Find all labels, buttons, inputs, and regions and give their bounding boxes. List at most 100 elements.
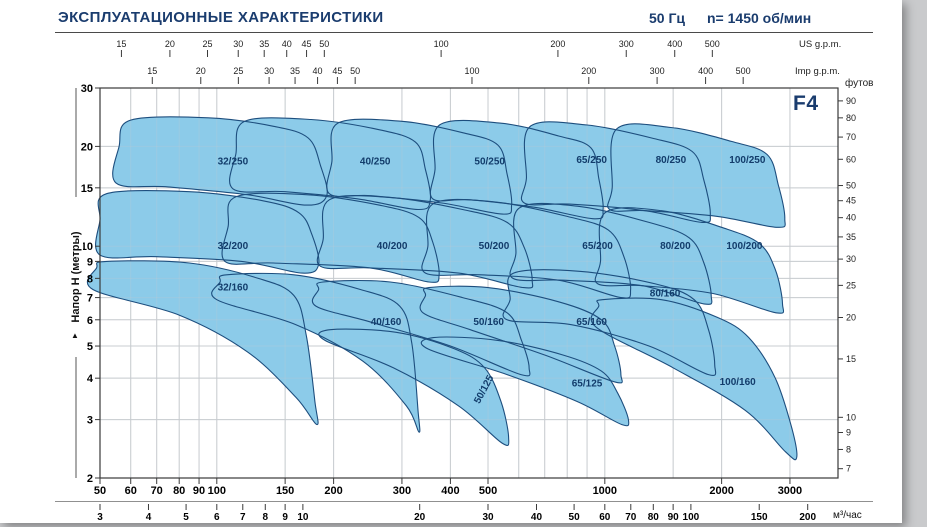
- tick-label-feet: 90: [846, 96, 856, 106]
- tick-label-metres: 3: [87, 415, 93, 427]
- tick-label-m3h: 7: [240, 512, 246, 523]
- tick-label-us-gpm: 15: [116, 39, 126, 49]
- tick-label-imp-gpm: 200: [581, 66, 596, 76]
- tick-label-feet: 50: [846, 181, 856, 191]
- tick-label-m3h: 6: [214, 512, 220, 523]
- region-50-250-outline: [326, 118, 513, 215]
- tick-label-imp-gpm: 300: [650, 66, 665, 76]
- m3h-axis-title: м³/час: [833, 510, 862, 521]
- tick-label-metres: 7: [87, 293, 93, 305]
- tick-label-m3h: 9: [282, 512, 288, 523]
- tick-label-flow: 60: [125, 485, 137, 497]
- tick-label-m3h: 20: [414, 512, 426, 523]
- tick-label-feet: 15: [846, 354, 856, 364]
- region-100-200-outline: [594, 207, 785, 314]
- tick-label-feet: 20: [846, 312, 856, 322]
- region-40-160-outline: [211, 272, 421, 433]
- region-40-250-label: 40/250: [360, 157, 391, 168]
- region-65-125-outline: [420, 336, 630, 427]
- tick-label-metres: 5: [87, 341, 93, 353]
- tick-label-flow: 80: [173, 485, 185, 497]
- tick-label-imp-gpm: 20: [196, 66, 206, 76]
- tick-label-imp-gpm: 400: [698, 66, 713, 76]
- feet-axis-title: футов: [845, 78, 874, 89]
- tick-label-us-gpm: 20: [165, 39, 175, 49]
- tick-label-feet: 45: [846, 196, 856, 206]
- region-100-200-label: 100/200: [726, 241, 763, 252]
- tick-label-imp-gpm: 40: [313, 66, 323, 76]
- tick-label-flow: 3000: [778, 485, 802, 497]
- region-80-160-label: 80/160: [650, 289, 681, 300]
- region-100-250-fill: [607, 123, 786, 228]
- region-40-200-outline: [221, 192, 440, 283]
- tick-label-m3h: 80: [648, 512, 660, 523]
- tick-label-m3h: 150: [751, 512, 768, 523]
- region-80-160-outline: [502, 269, 717, 376]
- tick-label-metres: 6: [87, 315, 93, 327]
- tick-label-flow: 70: [151, 485, 163, 497]
- tick-label-imp-gpm: 45: [332, 66, 342, 76]
- tick-label-feet: 60: [846, 154, 856, 164]
- region-32-200-outline: [95, 189, 320, 274]
- tick-label-us-gpm: 45: [302, 39, 312, 49]
- region-50-160-outline: [311, 279, 531, 377]
- region-40-160-label: 40/160: [371, 317, 402, 328]
- region-32-250-outline: [112, 116, 328, 206]
- region-32-160-label: 32/160: [218, 283, 249, 294]
- tick-label-feet: 70: [846, 132, 856, 142]
- tick-label-imp-gpm: 35: [290, 66, 300, 76]
- tick-label-m3h: 50: [569, 512, 581, 523]
- tick-label-flow: 1000: [593, 485, 617, 497]
- tick-label-metres: 30: [81, 83, 93, 95]
- tick-label-us-gpm: 100: [434, 39, 449, 49]
- tick-label-us-gpm: 50: [319, 39, 329, 49]
- tick-label-m3h: 90: [668, 512, 680, 523]
- tick-label-us-gpm: 500: [705, 39, 720, 49]
- tick-label-feet: 10: [846, 412, 856, 422]
- tick-label-m3h: 100: [683, 512, 700, 523]
- tick-label-metres: 15: [81, 183, 93, 195]
- tick-label-m3h: 8: [262, 512, 268, 523]
- tick-label-imp-gpm: 50: [350, 66, 360, 76]
- tick-label-flow: 90: [193, 485, 205, 497]
- region-50-160-label: 50/160: [473, 317, 504, 328]
- page-title: ЭКСПЛУАТАЦИОННЫЕ ХАРАКТЕРИСТИКИ: [58, 9, 384, 26]
- imp-gpm-axis-title: Imp g.p.m.: [795, 66, 840, 77]
- tick-label-flow: 400: [441, 485, 459, 497]
- region-100-200-fill: [595, 207, 784, 314]
- tick-label-us-gpm: 200: [550, 39, 565, 49]
- tick-label-m3h: 30: [482, 512, 494, 523]
- region-50-200-label: 50/200: [479, 241, 510, 252]
- tick-label-us-gpm: 300: [619, 39, 634, 49]
- tick-label-feet: 80: [846, 113, 856, 123]
- tick-label-flow: 300: [393, 485, 411, 497]
- tick-label-metres: 8: [87, 273, 93, 285]
- region-100-160-outline: [590, 297, 798, 461]
- tick-label-feet: 8: [846, 444, 851, 454]
- region-50-250-label: 50/250: [474, 157, 505, 168]
- region-40-250-outline: [229, 117, 432, 211]
- tick-label-m3h: 5: [183, 512, 189, 523]
- header-rule: [55, 32, 873, 33]
- tick-label-metres: 2: [87, 473, 93, 485]
- tick-label-flow: 200: [324, 485, 342, 497]
- tick-label-m3h: 70: [625, 512, 637, 523]
- axis-arrow-icon: ▲: [71, 331, 79, 340]
- tick-label-us-gpm: 25: [203, 39, 213, 49]
- tick-label-m3h: 4: [146, 512, 152, 523]
- region-100-250-outline: [607, 123, 786, 228]
- region-40-200-label: 40/200: [377, 241, 408, 252]
- us-gpm-axis-title: US g.p.m.: [799, 39, 842, 50]
- tick-label-imp-gpm: 25: [233, 66, 243, 76]
- tick-label-feet: 9: [846, 427, 851, 437]
- tick-label-m3h: 40: [531, 512, 543, 523]
- region-65-250-label: 65/250: [576, 155, 607, 166]
- region-100-160-label: 100/160: [720, 377, 757, 388]
- plot-border: [99, 87, 839, 479]
- tick-label-metres: 20: [81, 141, 93, 153]
- tick-label-imp-gpm: 30: [264, 66, 274, 76]
- region-32-250-label: 32/250: [218, 157, 249, 168]
- tick-label-flow: 150: [276, 485, 294, 497]
- bottom-rule: [55, 501, 873, 502]
